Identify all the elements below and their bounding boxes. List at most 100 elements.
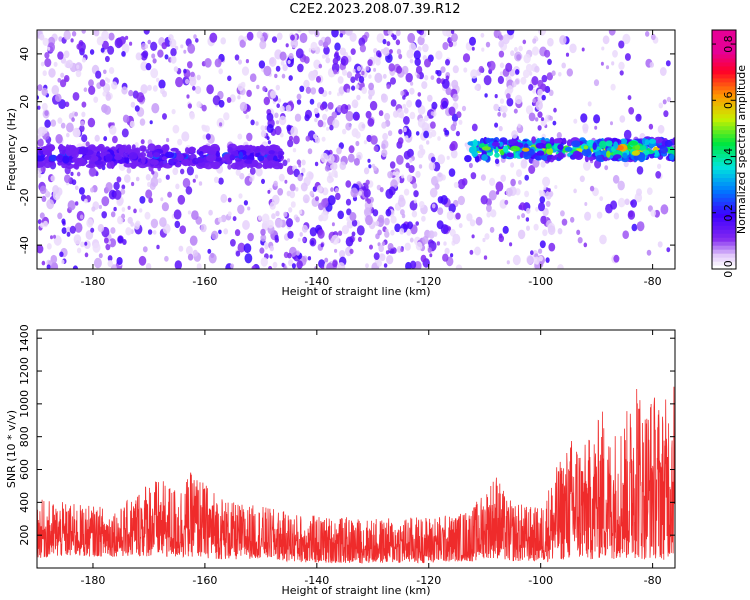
spectral-speckle <box>296 99 302 105</box>
spectral-band-blob <box>123 162 134 168</box>
spectral-speckle <box>458 119 463 125</box>
spectral-speckle <box>290 34 295 41</box>
spectral-speckle <box>218 177 224 185</box>
spectral-speckle <box>561 218 568 226</box>
spectral-speckle <box>431 101 438 110</box>
spectral-speckle <box>296 260 303 269</box>
spectrogram-x-tick-label: -180 <box>80 275 105 288</box>
spectral-speckle <box>145 263 152 269</box>
spectral-band-blob <box>238 151 244 160</box>
spectral-speckle <box>401 213 406 219</box>
spectral-speckle <box>308 70 316 81</box>
spectral-speckle <box>134 105 140 112</box>
spectral-speckle <box>275 84 280 91</box>
spectral-speckle <box>407 221 413 230</box>
colorbar-swatch <box>712 181 736 186</box>
spectral-speckle <box>646 187 653 195</box>
spectral-speckle <box>315 196 319 202</box>
colorbar-swatch <box>712 209 736 214</box>
spectral-speckle <box>238 59 242 65</box>
spectral-speckle <box>327 102 334 110</box>
spectral-speckle <box>619 115 626 123</box>
spectral-speckle <box>275 120 280 125</box>
spectral-speckle <box>528 71 533 76</box>
spectral-speckle <box>330 187 334 192</box>
spectral-speckle <box>242 220 250 230</box>
spectral-speckle <box>345 198 352 206</box>
colorbar-swatch <box>712 229 736 234</box>
spectral-speckle <box>128 89 134 97</box>
spectral-speckle <box>519 202 526 211</box>
colorbar-swatch <box>712 197 736 202</box>
spectral-speckle <box>573 188 577 194</box>
spectral-speckle <box>610 83 616 91</box>
spectral-speckle <box>612 50 618 58</box>
spectral-speckle <box>372 209 379 217</box>
spectral-speckle <box>245 114 249 119</box>
spectral-speckle <box>451 33 458 42</box>
spectral-speckle <box>88 85 96 96</box>
spectral-speckle <box>462 53 471 63</box>
spectral-band-blob <box>619 138 628 145</box>
spectral-speckle <box>602 35 610 45</box>
spectral-band-blob <box>605 140 613 147</box>
spectral-speckle <box>86 218 94 228</box>
spectral-speckle <box>237 95 241 100</box>
spectral-speckle <box>533 256 540 265</box>
spectral-band-blob <box>613 141 619 150</box>
spectral-speckle <box>147 39 152 45</box>
spectral-speckle <box>235 169 241 176</box>
spectral-speckle <box>610 121 613 126</box>
spectral-speckle <box>355 140 360 147</box>
spectral-speckle <box>583 242 588 248</box>
spectral-speckle <box>399 228 405 235</box>
spectral-band-blob <box>62 155 70 164</box>
spectral-speckle <box>172 124 180 134</box>
spectral-speckle <box>408 165 415 173</box>
spectral-speckle <box>139 208 143 213</box>
spectral-speckle <box>287 60 291 64</box>
spectral-speckle <box>421 81 428 90</box>
spectral-speckle <box>659 67 667 76</box>
spectral-speckle <box>93 257 102 269</box>
snr-y-tick-label: 1200 <box>18 357 31 385</box>
spectral-speckle <box>286 158 291 163</box>
spectral-speckle <box>266 136 270 141</box>
spectral-speckle <box>539 240 546 249</box>
spectral-speckle <box>101 40 109 50</box>
spectral-speckle <box>297 174 304 182</box>
spectral-speckle <box>381 149 388 158</box>
colorbar-swatch <box>712 81 736 87</box>
spectral-speckle <box>666 247 671 253</box>
spectral-speckle <box>166 137 170 143</box>
spectral-speckle <box>494 122 499 128</box>
spectral-band-blob <box>94 160 103 165</box>
spectral-speckle <box>122 239 127 245</box>
spectral-speckle <box>273 180 278 187</box>
spectral-speckle <box>76 247 82 254</box>
spectral-band-blob <box>55 154 64 163</box>
spectral-speckle <box>516 54 521 61</box>
spectral-speckle <box>450 253 454 258</box>
spectral-speckle <box>121 51 126 57</box>
spectral-speckle <box>130 101 136 108</box>
spectral-speckle <box>185 186 193 195</box>
colorbar-swatch <box>712 173 736 178</box>
spectral-speckle <box>538 30 547 36</box>
spectral-speckle <box>41 102 48 111</box>
spectral-speckle <box>353 158 360 166</box>
spectral-band-blob <box>43 161 52 169</box>
spectral-speckle <box>230 239 236 247</box>
spectral-speckle <box>387 130 393 137</box>
spectral-speckle <box>297 30 302 33</box>
spectral-speckle <box>549 115 553 121</box>
spectral-speckle <box>579 175 585 183</box>
spectral-speckle <box>196 74 201 81</box>
spectral-speckle <box>452 65 459 74</box>
spectral-speckle <box>286 124 292 131</box>
spectral-band-blob <box>89 155 99 162</box>
spectral-speckle <box>310 240 315 246</box>
spectral-speckle <box>268 265 273 269</box>
snr-y-tick-label: 1000 <box>18 390 31 418</box>
spectral-speckle <box>46 243 52 250</box>
